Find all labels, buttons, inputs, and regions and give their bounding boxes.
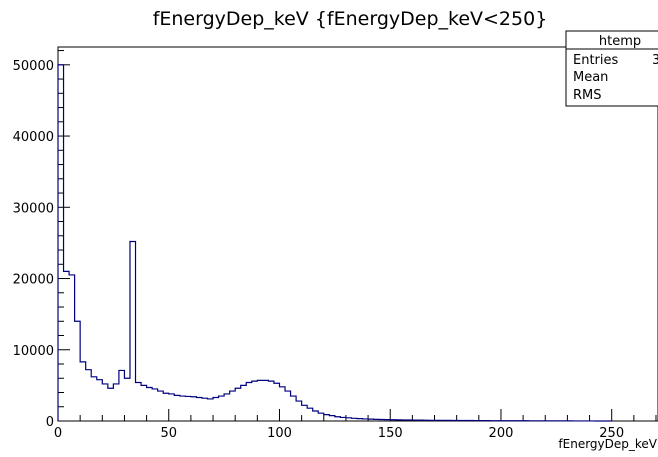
x-axis: 0 50 100 150 200 250	[54, 409, 657, 441]
y-tick-label: 40000	[13, 130, 54, 145]
x-tick-label: 50	[160, 426, 177, 441]
x-axis-title: fEnergyDep_keV	[558, 437, 657, 451]
x-tick-label: 150	[378, 426, 403, 441]
y-tick-label: 0	[46, 415, 54, 430]
x-tick-label: 0	[54, 426, 62, 441]
y-axis: 0 10000 20000 30000 40000 50000	[13, 50, 70, 430]
stats-entries-value: 3	[652, 53, 658, 68]
y-tick-label: 30000	[13, 201, 54, 216]
x-tick-label: 250	[599, 426, 624, 441]
stats-entries-label: Entries	[573, 53, 619, 68]
stats-rms-label: RMS	[573, 88, 602, 103]
stats-mean-label: Mean	[573, 70, 608, 85]
stats-box: htemp Entries 3 Mean RMS	[565, 30, 658, 107]
x-tick-label: 100	[267, 426, 292, 441]
histogram-line	[57, 64, 613, 422]
stats-box-name: htemp	[599, 34, 641, 49]
chart-title: fEnergyDep_keV {fEnergyDep_keV<250}	[153, 8, 548, 30]
y-tick-label: 10000	[13, 344, 54, 359]
x-tick-label: 200	[489, 426, 514, 441]
y-tick-label: 20000	[13, 273, 54, 288]
y-tick-label: 50000	[13, 59, 54, 74]
